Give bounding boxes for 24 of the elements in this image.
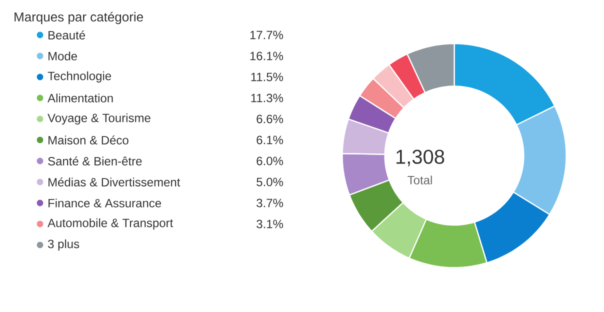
legend-label: Alimentation bbox=[48, 94, 113, 102]
legend-label: Automobile & Transport bbox=[48, 218, 174, 230]
data-label: 17.7% bbox=[250, 30, 284, 40]
legend-label: Beauté bbox=[48, 30, 86, 40]
text: Total bbox=[408, 176, 432, 184]
data-label: 6.0% bbox=[256, 156, 284, 166]
data-label: 11.5% bbox=[251, 72, 284, 82]
text: 1,308 bbox=[396, 150, 444, 166]
data-label: 3.7% bbox=[256, 198, 284, 208]
data-label: 6.1% bbox=[256, 136, 284, 144]
legend-label: 3 plus bbox=[48, 239, 80, 251]
legend-label: Maison & Déco bbox=[48, 136, 128, 144]
data-label: 6.6% bbox=[256, 114, 284, 124]
legend-label: Technologie bbox=[48, 71, 112, 83]
legend-label: Finance & Assurance bbox=[48, 198, 162, 208]
data-label: 5.0% bbox=[256, 178, 284, 186]
chart-title: Marques par catégorie bbox=[14, 12, 143, 24]
data-label: 11.3% bbox=[251, 94, 284, 102]
legend-label: Santé & Bien-être bbox=[48, 156, 142, 166]
legend-label: Voyage & Tourisme bbox=[48, 113, 150, 125]
legend-label: Médias & Divertissement bbox=[48, 178, 180, 186]
data-label: 3.1% bbox=[256, 220, 284, 228]
data-label: 16.1% bbox=[250, 52, 284, 60]
legend-label: Mode bbox=[48, 52, 78, 60]
